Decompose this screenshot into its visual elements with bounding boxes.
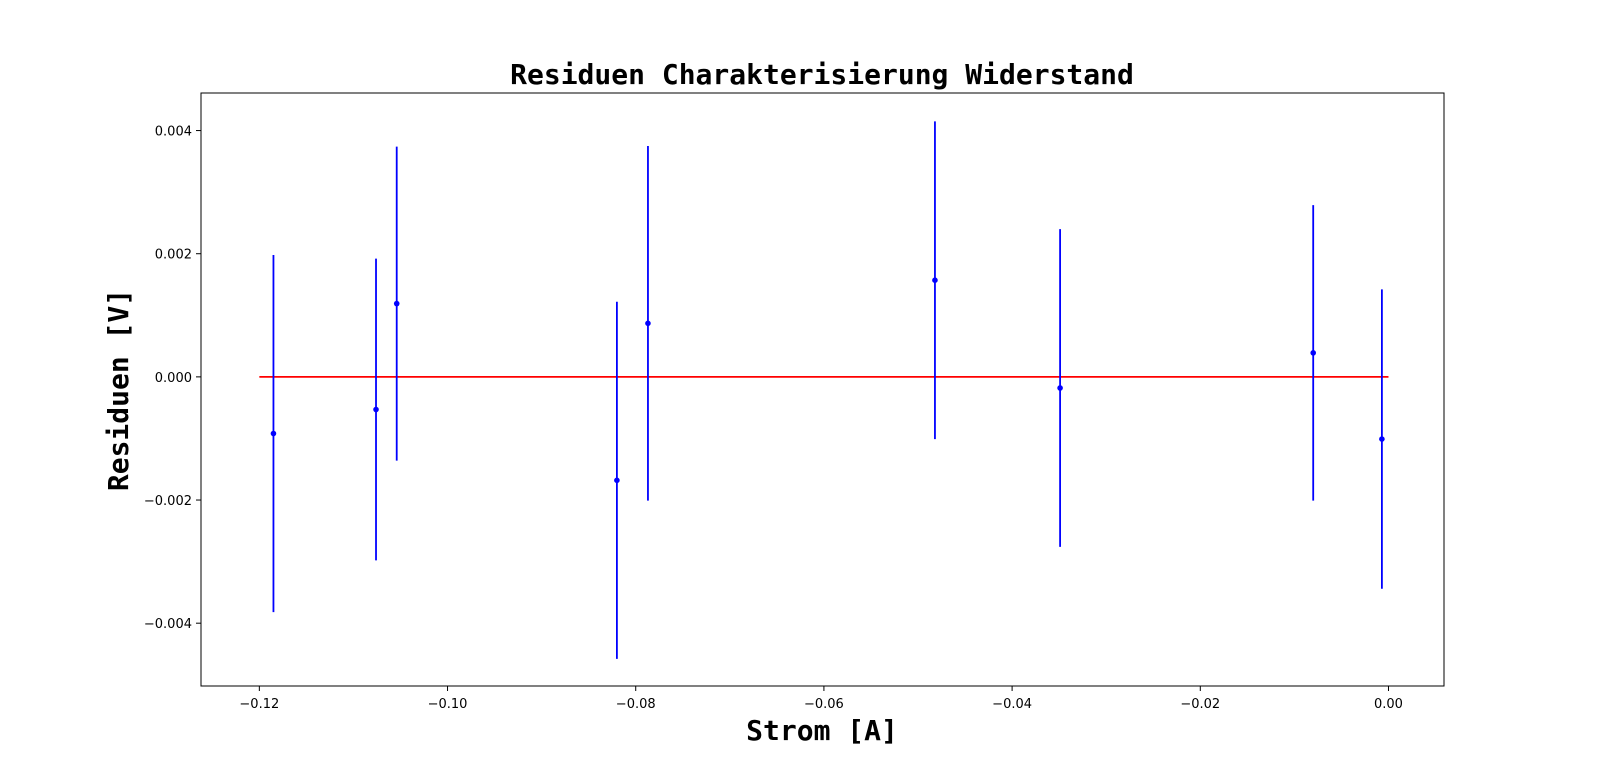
x-tick-label: −0.06 bbox=[804, 697, 844, 712]
data-point bbox=[1310, 350, 1317, 356]
data-point bbox=[393, 300, 400, 307]
data-point bbox=[645, 320, 651, 327]
y-tick-label: 0.000 bbox=[155, 371, 192, 386]
data-point bbox=[1379, 436, 1385, 442]
x-tick-label: −0.04 bbox=[992, 697, 1032, 712]
y-tick-label: 0.004 bbox=[155, 125, 192, 140]
y-tick-label: −0.002 bbox=[144, 494, 192, 509]
x-tick-label: 0.00 bbox=[1374, 697, 1403, 712]
x-tick-label: −0.08 bbox=[616, 697, 656, 712]
y-axis-label: Residuen [V] bbox=[102, 289, 135, 491]
y-tick-label: 0.002 bbox=[155, 248, 192, 263]
chart-title: Residuen Charakterisierung Widerstand bbox=[510, 58, 1134, 91]
plot-area-frame bbox=[200, 92, 1445, 687]
data-point bbox=[270, 430, 277, 437]
y-tick-label: −0.004 bbox=[144, 617, 192, 632]
x-tick-label: −0.10 bbox=[428, 697, 468, 712]
x-axis-label: Strom [A] bbox=[746, 714, 898, 747]
error-bars bbox=[272, 121, 1383, 659]
data-points bbox=[270, 277, 1385, 484]
data-point bbox=[932, 277, 938, 283]
data-point bbox=[373, 406, 379, 413]
x-axis-ticks: −0.12 −0.10 −0.08 −0.06 −0.04 −0.02 0.00 bbox=[239, 686, 1403, 712]
data-point bbox=[1057, 385, 1063, 391]
x-tick-label: −0.12 bbox=[239, 697, 279, 712]
x-tick-label: −0.02 bbox=[1180, 697, 1220, 712]
y-axis-ticks: −0.004 −0.002 0.000 0.002 0.004 bbox=[144, 125, 201, 632]
data-point bbox=[614, 477, 620, 484]
